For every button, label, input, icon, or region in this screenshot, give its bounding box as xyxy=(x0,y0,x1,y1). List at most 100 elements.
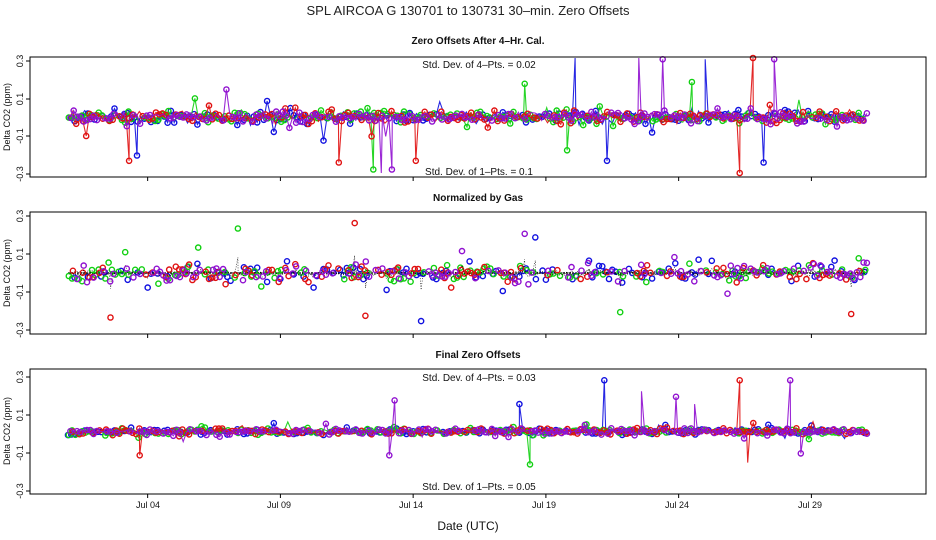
panel-3-tank-4-point xyxy=(651,427,658,435)
panel-3-tank-4-point xyxy=(379,426,386,434)
panel-1-tank-3-point xyxy=(603,108,611,116)
panel-1-tank-3-point xyxy=(749,54,757,62)
panel-2-tank-4-point xyxy=(508,274,516,281)
panel-3-tank-4-point xyxy=(299,426,307,434)
panel-1-tank-1-point xyxy=(648,129,656,136)
panel-2-tank-4-point xyxy=(853,268,861,276)
panel-3-tank-4-point xyxy=(236,428,243,436)
panel-2-tank-3-point xyxy=(713,265,721,272)
panel-3-tank-4-point xyxy=(481,428,489,436)
panel-2-tank-1-point xyxy=(466,258,473,265)
panel-1-tank-4-point xyxy=(521,115,529,123)
panel-3-tank-4-point xyxy=(405,426,413,434)
panel-2-ytick-1: 0.3 xyxy=(15,210,25,223)
panel-2-tank-4-point xyxy=(710,272,718,279)
x-axis-labels: Jul 04 Jul 09 Jul 14 Jul 19 Jul 24 Jul 2… xyxy=(136,500,822,510)
panel-3-tank-4-point xyxy=(315,429,323,437)
panel-2-tank-4-point xyxy=(312,271,320,279)
panel-1-tank-4-point xyxy=(229,113,237,121)
panel-2-tank-3-point xyxy=(803,275,810,283)
panel-1-tank-4-point xyxy=(286,124,293,132)
panel-3-tank-4-point xyxy=(588,428,595,436)
x-tick-label-jul14: Jul 14 xyxy=(399,500,423,510)
panel-2-tank-3-point xyxy=(467,269,475,277)
panel-2-tank-3-point xyxy=(325,262,332,269)
panel-3-data xyxy=(64,376,871,468)
panel-3-tank-4-point xyxy=(704,427,711,434)
panel-1-tank-3-point xyxy=(484,124,492,131)
panel-3-tank-4-point xyxy=(608,424,615,432)
panel-1-tank-4-point xyxy=(774,115,781,122)
panel-3-tank-4-point xyxy=(159,430,167,437)
panel-2-tank-4-point xyxy=(697,267,705,275)
panel-1-tank-2-point xyxy=(370,109,378,117)
panel-2-tank-4-point xyxy=(352,261,360,268)
panel-2-tank-4-point xyxy=(156,268,164,276)
panel-1-data xyxy=(65,54,871,177)
panel-2-tank-3-point xyxy=(268,266,276,274)
panel-3-tank-3-point xyxy=(212,425,219,433)
panel-2-tank-4-point xyxy=(365,273,373,281)
panel-1-tank-4-point xyxy=(339,114,346,122)
panel-3-tank-4-point xyxy=(385,427,393,435)
panel-3-tank-4-point xyxy=(720,427,728,434)
panel-2-tank-4-point xyxy=(754,269,761,276)
panel-1-tank-4-point xyxy=(837,113,844,121)
panel-1-tank-4-point xyxy=(714,105,721,112)
panel-3-tank-4-point xyxy=(621,427,628,435)
panel-3-stddev-1pts: Std. Dev. of 1–Pts. = 0.05 xyxy=(422,482,536,493)
panel-1-tank-3-point xyxy=(388,107,395,115)
panel-3-tank-4-point xyxy=(561,428,569,435)
panel-1-tank-4-point xyxy=(146,111,154,119)
panel-1-tank-4-point xyxy=(332,118,340,125)
panel-1-tank-4-point xyxy=(754,115,761,123)
panel-2-tank-4-point xyxy=(813,272,821,279)
panel-3-tank-2-point xyxy=(526,461,534,468)
panel-1-ytick-3: -0.1 xyxy=(15,128,25,144)
panel-1-tank-2-point xyxy=(855,109,863,117)
panel-1-tank-2-point xyxy=(191,95,199,102)
panel-2-tank-4-point xyxy=(471,274,479,282)
panel-3-tank-4-point xyxy=(604,430,612,438)
panel-3-tank-4-point xyxy=(694,429,701,436)
panel-2-tank-1-point xyxy=(599,262,606,270)
panel-1-tank-3-point xyxy=(72,120,80,128)
panel-1-tank-2-line xyxy=(68,81,866,170)
panel-2-tank-2-point xyxy=(118,270,126,278)
panel-2-tank-3-point xyxy=(447,284,455,291)
panel-2-tank-4-point xyxy=(372,266,380,274)
panel-1-tank-4-point xyxy=(817,115,824,122)
panel-2-tank-2-point xyxy=(407,278,414,286)
panel-2-tank-3-point xyxy=(185,261,193,268)
panel-3-tank-3-point xyxy=(750,419,757,427)
panel-2-tank-4-point xyxy=(216,273,223,281)
panel-1-tank-2-point xyxy=(688,78,696,86)
panel-2-tank-3-point xyxy=(275,278,283,286)
panel-3-tank-4-point xyxy=(786,376,794,384)
panel-2-tank-2-point xyxy=(257,283,265,290)
panel-3-tank-4-point xyxy=(352,426,360,433)
panel-3-tank-4-point xyxy=(817,427,824,435)
panel-1-tank-4-point xyxy=(232,114,240,122)
panel-2-tank-2-point xyxy=(121,248,129,256)
panel-3-tank-4-point xyxy=(289,430,297,437)
panel-1-frame xyxy=(29,56,927,178)
panel-2-tank-4-point xyxy=(90,274,97,281)
panel-2-ytick-3: -0.1 xyxy=(15,284,25,300)
panel-1-tank-2-point xyxy=(317,107,325,114)
panel-3-tank-3-point xyxy=(218,425,226,432)
panel-3-tank-4-point xyxy=(292,426,300,434)
panel-3-tank-4-point xyxy=(196,427,204,435)
panel-2-tank-4-point xyxy=(774,270,781,278)
panel-3-tank-4-point xyxy=(787,429,794,437)
panel-1-tank-4-point xyxy=(369,112,376,120)
panel-3-tank-4-point xyxy=(256,428,263,435)
panel-2-tank-2-point xyxy=(102,275,109,282)
panel-1-tank-4-point xyxy=(305,115,313,123)
panel-2-tank-4-point xyxy=(276,274,283,282)
panel-2-tank-1-point xyxy=(263,278,271,286)
panel-2-tank-4-point xyxy=(173,272,180,280)
panel-2-tank-4-point xyxy=(684,271,692,278)
panel-2-tank-4-point xyxy=(515,278,522,286)
panel-1-tank-3-point xyxy=(491,107,498,114)
